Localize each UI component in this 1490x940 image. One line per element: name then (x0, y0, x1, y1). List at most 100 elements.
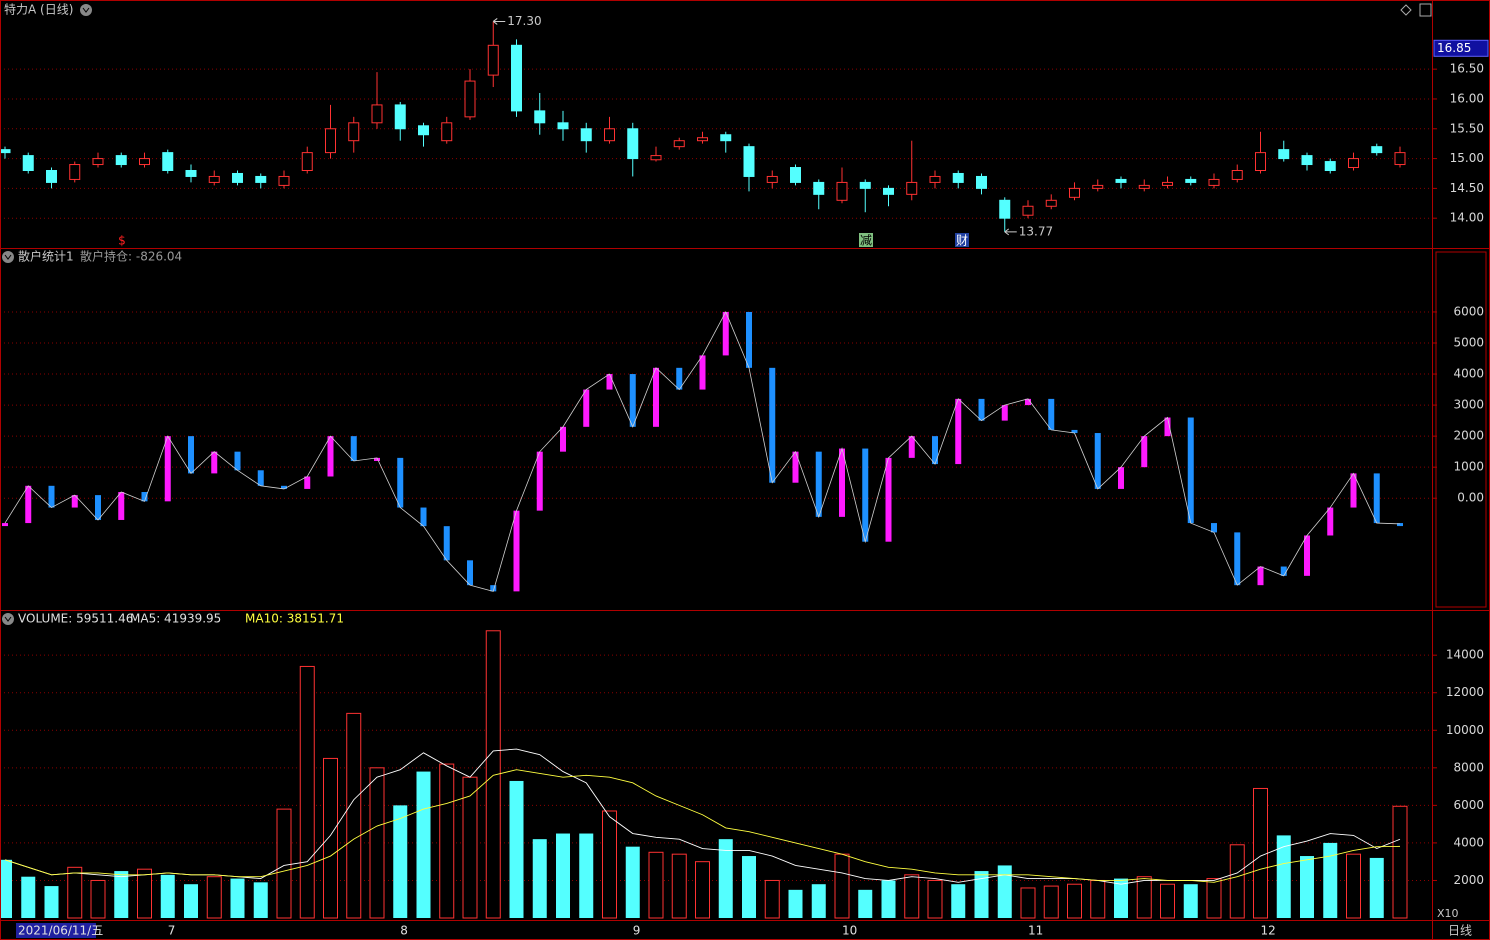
candle-body (1045, 199, 1057, 207)
retail-bar (978, 398, 985, 421)
y-tick-label: 5000 (1453, 336, 1484, 350)
volume-bar (44, 886, 59, 918)
menu-icon-arrow (82, 7, 90, 13)
volume-bar (1183, 884, 1198, 918)
retail-bar (1048, 398, 1055, 430)
candle-body (1162, 181, 1173, 186)
candle-body (720, 134, 732, 142)
volume-bar (1323, 842, 1338, 918)
menu-icon[interactable] (2, 613, 14, 625)
annotation-arrow (492, 18, 506, 25)
event-marker: $ (118, 234, 126, 248)
retail-bar (629, 374, 636, 427)
volume-bar (1160, 883, 1175, 919)
retail-bar (1304, 535, 1310, 576)
cursor-value-label: 16.85 (1437, 41, 1471, 55)
volume-bar (556, 833, 570, 918)
volume-bar (904, 874, 920, 919)
volume-bar (695, 861, 710, 919)
candle-body (511, 44, 522, 112)
diamond-button[interactable] (1400, 4, 1412, 16)
retail-bar (48, 485, 55, 508)
retail-bar (1234, 532, 1241, 586)
annotation-label: 17.30 (507, 14, 541, 28)
candle-body (22, 155, 34, 172)
volume-bar (323, 757, 338, 919)
volume-bar (1067, 883, 1082, 919)
retail-bar (281, 485, 287, 489)
volume-bar (90, 879, 106, 919)
retail-bar (932, 436, 938, 465)
retail-bar (234, 451, 241, 471)
volume-bar (206, 876, 222, 919)
candle-body (859, 181, 871, 189)
y-tick-label: 1000 (1453, 460, 1484, 474)
volume-bar (114, 871, 129, 918)
event-marker-box (955, 233, 969, 247)
x-tick-label: 8 (400, 924, 408, 938)
date-label-box (16, 923, 96, 938)
volume-bar (811, 884, 826, 918)
retail-bar (908, 436, 915, 458)
volume-bar (927, 879, 943, 919)
x-tick-label: 11 (1028, 924, 1043, 938)
y-tick-label: 4000 (1453, 835, 1484, 849)
retail-bar (1280, 566, 1287, 576)
candle-body (743, 146, 755, 177)
volume-bar (1020, 887, 1036, 919)
candle-body (1301, 155, 1313, 166)
y-tick-label: 10000 (1446, 723, 1484, 737)
retail-bar (862, 448, 869, 542)
candle-body (46, 170, 57, 183)
candle-body (115, 155, 127, 166)
candle-body (1394, 152, 1406, 166)
volume-bar (1253, 787, 1268, 919)
candle-body (232, 172, 243, 183)
candle-body (1371, 146, 1383, 154)
window-button[interactable] (1419, 3, 1432, 17)
retail-bar (118, 492, 125, 520)
y-tick-label: 15.00 (1450, 151, 1484, 165)
volume-bar (764, 879, 780, 919)
menu-icon[interactable] (80, 4, 92, 16)
candle-body (371, 104, 383, 124)
legend-entry: MA5: 41939.95 (130, 612, 221, 626)
candle-body (929, 175, 941, 183)
retail-line (4, 311, 1401, 592)
y-tick-label: 12000 (1446, 685, 1484, 699)
candle-body (1115, 178, 1127, 183)
legend-entry: MA10: 38151.71 (245, 612, 344, 626)
volume-bar (416, 771, 431, 918)
retail-bar (304, 476, 311, 489)
candle-body (697, 137, 708, 142)
retail-bar (374, 457, 380, 461)
volume-bar (834, 853, 850, 919)
candle-body (301, 152, 313, 172)
candle-body (673, 140, 685, 148)
candle-body (952, 172, 964, 183)
candle-body (976, 175, 987, 189)
volume-bar (858, 889, 873, 918)
y-tick-label: 4000 (1453, 367, 1484, 381)
candle-body (255, 175, 267, 183)
retail-bar (722, 311, 729, 356)
candle-body (1092, 184, 1104, 189)
volume-bar (1206, 878, 1222, 919)
volume-bar (1136, 876, 1152, 919)
volume-bar (648, 851, 664, 919)
retail-bar (211, 451, 218, 474)
candle-body (69, 164, 81, 180)
volume-bar (602, 810, 617, 919)
volume-bar (67, 866, 83, 919)
retail-bar (676, 367, 683, 390)
volume-bar (1229, 844, 1245, 919)
candle-body (139, 158, 150, 166)
retail-bar (885, 457, 892, 542)
menu-icon[interactable] (2, 251, 14, 263)
y-tick-label: 2000 (1453, 873, 1484, 887)
retail-bar (1187, 417, 1194, 524)
volume-bar (997, 865, 1012, 918)
retail-bar (513, 510, 520, 592)
y-tick-label: 14000 (1446, 648, 1484, 662)
